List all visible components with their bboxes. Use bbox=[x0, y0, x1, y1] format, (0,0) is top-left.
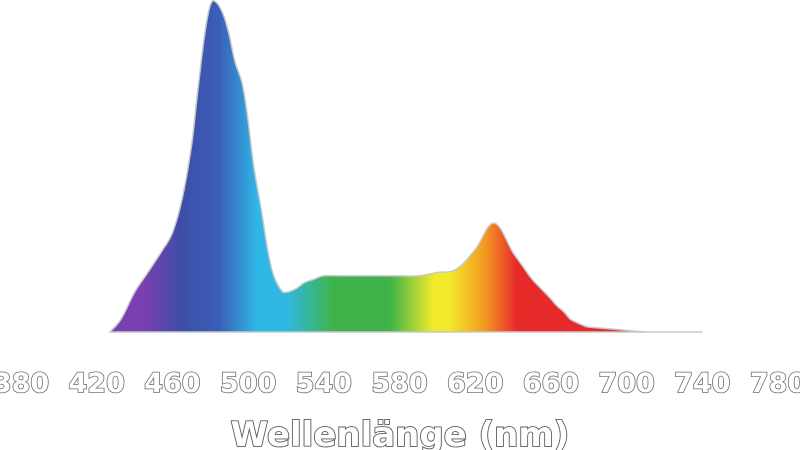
x-tick-label-740: 740 bbox=[674, 368, 730, 399]
x-tick-label-380: 380 bbox=[0, 368, 49, 399]
x-tick-label-700: 700 bbox=[598, 368, 654, 399]
x-tick-label-620: 620 bbox=[447, 368, 503, 399]
x-tick-label-500: 500 bbox=[220, 368, 276, 399]
x-tick-label-580: 580 bbox=[371, 368, 427, 399]
x-axis-ticks: 380 420 460 500 540 580 620 660 700 740 780 bbox=[0, 367, 800, 400]
spectrum-area bbox=[108, 0, 703, 333]
x-tick-label-660: 660 bbox=[523, 368, 579, 399]
x-tick-label-780: 780 bbox=[750, 368, 800, 399]
x-axis-title: Wellenlänge (nm) bbox=[231, 415, 570, 450]
x-tick-label-420: 420 bbox=[69, 368, 125, 399]
x-tick-label-460: 460 bbox=[144, 368, 200, 399]
x-tick-label-540: 540 bbox=[296, 368, 352, 399]
